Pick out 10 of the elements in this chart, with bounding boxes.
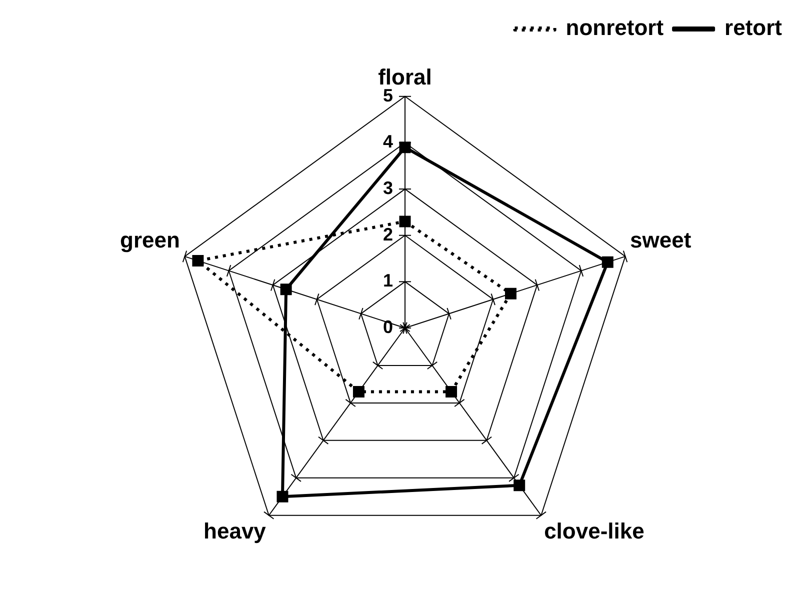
y-tick-label: 1 <box>382 270 393 291</box>
spoke-label: heavy <box>204 518 267 544</box>
spoke-label: green <box>120 228 180 253</box>
legend-label: nonretort <box>566 15 664 40</box>
spoke-label: clove-like <box>544 518 644 544</box>
legend-label: retort <box>724 15 783 40</box>
y-tick-label: 4 <box>382 132 393 152</box>
y-tick-label: 3 <box>382 178 393 198</box>
y-tick-label: 2 <box>382 224 393 244</box>
spoke-label: sweet <box>630 228 692 253</box>
